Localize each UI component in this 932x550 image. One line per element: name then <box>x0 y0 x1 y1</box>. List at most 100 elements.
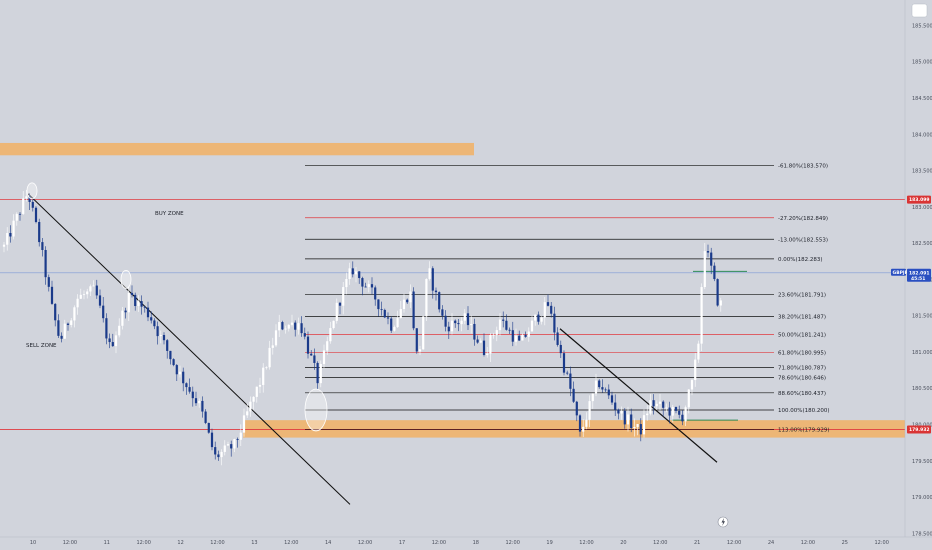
candle[interactable] <box>588 395 591 428</box>
candle[interactable] <box>668 401 671 424</box>
candle[interactable] <box>623 408 626 429</box>
candle[interactable] <box>367 280 370 293</box>
support-price-badge[interactable]: 179.932 <box>907 425 931 434</box>
candle[interactable] <box>377 299 380 317</box>
candle[interactable] <box>508 327 511 335</box>
candle[interactable] <box>370 277 374 295</box>
candle[interactable] <box>230 440 233 457</box>
candle[interactable] <box>380 301 383 316</box>
candle[interactable] <box>114 331 118 354</box>
candle[interactable] <box>294 320 297 337</box>
candle[interactable] <box>204 409 207 425</box>
candle[interactable] <box>687 389 690 414</box>
candle[interactable] <box>284 325 287 334</box>
candle[interactable] <box>262 363 265 393</box>
candle[interactable] <box>169 350 172 365</box>
candle[interactable] <box>463 309 466 325</box>
candle[interactable] <box>655 400 658 410</box>
candle[interactable] <box>390 316 393 333</box>
candle[interactable] <box>652 394 655 415</box>
candle[interactable] <box>697 340 700 363</box>
candle[interactable] <box>716 278 719 307</box>
candle[interactable] <box>614 394 617 416</box>
candle[interactable] <box>50 280 54 305</box>
candle[interactable] <box>290 314 294 327</box>
candle[interactable] <box>457 319 460 332</box>
candle[interactable] <box>63 319 66 339</box>
candle[interactable] <box>386 312 390 325</box>
candle[interactable] <box>92 280 95 287</box>
candle[interactable] <box>201 396 204 418</box>
candle[interactable] <box>422 315 425 350</box>
candle[interactable] <box>514 328 518 346</box>
candle[interactable] <box>361 276 364 296</box>
highlight-circle-top[interactable] <box>26 182 38 200</box>
candle[interactable] <box>364 282 367 288</box>
candle[interactable] <box>556 327 559 347</box>
candle[interactable] <box>140 295 143 315</box>
candle[interactable] <box>322 344 326 369</box>
candle[interactable] <box>220 449 223 466</box>
candle[interactable] <box>54 303 57 327</box>
candle[interactable] <box>646 405 649 421</box>
candle[interactable] <box>210 428 214 451</box>
candle[interactable] <box>502 311 505 328</box>
candle[interactable] <box>591 393 594 409</box>
candle[interactable] <box>316 361 319 389</box>
candle[interactable] <box>434 287 438 301</box>
candle[interactable] <box>393 325 396 332</box>
downtrend-line-1[interactable] <box>27 193 351 505</box>
candle[interactable] <box>233 438 236 453</box>
candle[interactable] <box>492 332 495 339</box>
candle[interactable] <box>566 370 569 376</box>
candle[interactable] <box>127 285 130 321</box>
lightning-icon[interactable] <box>717 516 729 528</box>
candle[interactable] <box>175 363 178 381</box>
candle[interactable] <box>108 333 111 349</box>
candle[interactable] <box>620 406 623 420</box>
candle[interactable] <box>700 283 703 351</box>
candle[interactable] <box>527 327 530 342</box>
candle[interactable] <box>482 333 486 357</box>
candle[interactable] <box>338 301 342 315</box>
candle[interactable] <box>521 333 524 341</box>
candle[interactable] <box>604 387 607 392</box>
candle[interactable] <box>406 298 409 305</box>
candle[interactable] <box>239 424 242 447</box>
candle[interactable] <box>89 284 92 296</box>
candle[interactable] <box>486 347 489 358</box>
resistance-price-badge[interactable]: 183.099 <box>907 195 931 204</box>
candle[interactable] <box>684 405 687 426</box>
candle[interactable] <box>18 212 22 221</box>
candle[interactable] <box>582 419 585 437</box>
candle[interactable] <box>310 350 313 356</box>
candle[interactable] <box>674 406 678 414</box>
candle[interactable] <box>82 290 86 300</box>
candle[interactable] <box>226 441 230 446</box>
candle[interactable] <box>57 314 60 339</box>
candle[interactable] <box>44 246 47 285</box>
candle[interactable] <box>479 338 482 344</box>
candle[interactable] <box>649 393 652 416</box>
candle[interactable] <box>319 360 322 388</box>
candle[interactable] <box>130 285 134 298</box>
candle[interactable] <box>402 293 406 313</box>
highlight-circle-low[interactable] <box>304 388 328 432</box>
candle[interactable] <box>607 384 610 399</box>
candle[interactable] <box>79 288 82 299</box>
candle[interactable] <box>447 321 450 339</box>
candle[interactable] <box>268 340 271 370</box>
candle[interactable] <box>569 366 572 397</box>
candle[interactable] <box>28 193 31 210</box>
candle[interactable] <box>476 335 479 344</box>
candle[interactable] <box>326 336 329 355</box>
candle[interactable] <box>172 358 175 367</box>
candle[interactable] <box>306 331 310 359</box>
candle[interactable] <box>214 441 217 460</box>
candle[interactable] <box>444 310 447 332</box>
candle[interactable] <box>681 410 684 426</box>
candle[interactable] <box>537 311 540 325</box>
candle[interactable] <box>553 306 556 341</box>
candle[interactable] <box>9 225 12 243</box>
